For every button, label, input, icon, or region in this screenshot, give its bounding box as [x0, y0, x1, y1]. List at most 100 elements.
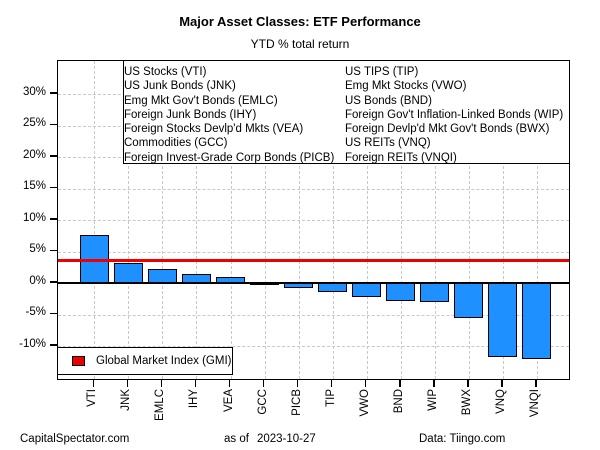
- bar-bnd: [386, 283, 416, 302]
- x-gridline: [468, 61, 470, 379]
- legend-item: Foreign Devlp'd Mkt Gov't Bonds (BWX): [345, 123, 550, 136]
- x-axis-tick-label: VWO: [358, 389, 371, 417]
- legend-item: Foreign Junk Bonds (IHY): [124, 108, 257, 121]
- footer-source-site: CapitalSpectator.com: [20, 433, 130, 445]
- y-gridline: [58, 220, 569, 221]
- legend-item: Foreign Gov't Inflation-Linked Bonds (WI…: [345, 108, 564, 121]
- chart-title: Major Asset Classes: ETF Performance: [179, 14, 421, 29]
- legend-item: Emg Mkt Stocks (VWO): [345, 80, 467, 93]
- x-axis-tick: [330, 380, 333, 387]
- x-axis-tick: [160, 380, 163, 387]
- x-gridline: [94, 61, 96, 379]
- x-axis-tick-label: WIP: [426, 389, 439, 411]
- x-gridline: [196, 61, 198, 379]
- x-axis-tick-label: BND: [392, 389, 405, 414]
- y-axis-tick: [50, 281, 57, 283]
- x-gridline: [434, 61, 436, 379]
- bar-vti: [79, 235, 109, 283]
- gmi-red-swatch-icon: [72, 356, 85, 366]
- x-axis-tick: [535, 380, 537, 387]
- x-gridline: [332, 61, 334, 379]
- y-axis-tick: [50, 249, 57, 252]
- y-axis-tick: [50, 123, 57, 126]
- gmi-legend-label: Global Market Index (GMI): [96, 355, 232, 367]
- x-axis-tick: [228, 380, 231, 387]
- x-gridline: [162, 61, 164, 379]
- y-axis-tick-label: -5%: [25, 306, 46, 318]
- y-axis-tick: [50, 155, 57, 157]
- legend-item: US TIPS (TIP): [345, 66, 419, 78]
- y-axis-tick-label: 5%: [29, 243, 46, 255]
- y-axis-tick-label: 20%: [22, 148, 46, 161]
- x-axis-tick-label: IHY: [188, 389, 201, 409]
- chart-subtitle: YTD % total return: [250, 37, 350, 51]
- bar-bwx: [454, 283, 484, 319]
- legend-item: US Junk Bonds (JNK): [124, 80, 236, 93]
- bar-jnk: [113, 262, 143, 283]
- legend-item: Foreign Invest-Grade Corp Bonds (PICB): [124, 151, 335, 164]
- y-gridline: [58, 314, 569, 316]
- bar-tip: [318, 283, 348, 293]
- x-axis-tick: [194, 380, 197, 387]
- zero-axis-line: [58, 282, 569, 284]
- gmi-legend-box: Global Market Index (GMI): [57, 347, 233, 375]
- legend-item: Foreign Stocks Devlp'd Mkts (VEA): [124, 123, 304, 136]
- y-axis-tick: [50, 344, 57, 346]
- legend-item: US REITs (VNQ): [345, 137, 431, 150]
- x-axis-tick: [467, 380, 469, 387]
- x-gridline: [502, 61, 504, 379]
- legend-item: Commodities (GCC): [124, 137, 228, 150]
- y-gridline: [58, 251, 569, 253]
- etf-ticker-legend-box: US Stocks (VTI) US Junk Bonds (JNK) Emg …: [123, 60, 570, 164]
- x-axis-tick-label: VNQ: [494, 389, 507, 414]
- x-gridline: [298, 61, 300, 379]
- y-gridline: [58, 188, 569, 190]
- bar-wip: [420, 283, 450, 302]
- bar-vnqi: [522, 283, 552, 359]
- y-axis-tick-label: -10%: [19, 337, 46, 350]
- bar-vwo: [352, 283, 382, 298]
- legend-item: US Stocks (VTI): [124, 66, 207, 78]
- legend-item: Emg Mkt Gov't Bonds (EMLC): [124, 94, 278, 107]
- footer-as-of-date: 2023-10-27: [256, 433, 316, 445]
- y-axis-tick-label: 0%: [29, 274, 46, 287]
- y-axis-tick: [50, 218, 57, 220]
- x-axis-tick: [433, 380, 435, 387]
- y-gridline: [58, 346, 569, 347]
- x-gridline: [230, 61, 232, 379]
- x-axis-tick-label: VTI: [86, 389, 99, 407]
- x-gridline: [400, 61, 402, 379]
- x-gridline: [366, 61, 368, 379]
- bar-vnq: [488, 283, 518, 358]
- x-axis-tick: [262, 380, 265, 387]
- y-axis-tick-label: 15%: [22, 180, 46, 192]
- etf-legend-left-column: US Stocks (VTI) US Junk Bonds (JNK) Emg …: [124, 61, 345, 164]
- x-axis-tick-label: TIP: [324, 389, 337, 407]
- x-axis-tick: [92, 380, 95, 387]
- x-axis-tick: [501, 380, 503, 387]
- legend-item: Foreign REITs (VNQI): [345, 151, 457, 164]
- x-axis-tick-label: JNK: [120, 389, 133, 411]
- x-axis-tick: [126, 380, 129, 387]
- y-axis-tick: [50, 186, 57, 189]
- y-axis-tick-label: 30%: [22, 85, 46, 98]
- x-axis-tick-label: BWX: [460, 389, 473, 416]
- y-axis-tick: [50, 92, 57, 94]
- x-axis-tick-label: PICB: [290, 389, 303, 416]
- y-axis-tick: [50, 312, 57, 315]
- bar-emlc: [147, 269, 177, 283]
- y-axis-tick-label: 10%: [22, 211, 46, 224]
- legend-item: US Bonds (BND): [345, 94, 432, 107]
- x-axis-tick: [364, 380, 367, 387]
- footer-data-source: Data: Tiingo.com: [419, 433, 506, 445]
- footer-as-of: as of 2023-10-27: [224, 433, 316, 445]
- y-axis-tick-label: 25%: [22, 117, 46, 129]
- etf-legend-right-column: US TIPS (TIP) Emg Mkt Stocks (VWO) US Bo…: [345, 61, 569, 164]
- gmi-reference-line: [58, 259, 569, 263]
- x-gridline: [264, 61, 266, 379]
- x-axis-tick: [399, 380, 401, 387]
- x-axis-tick: [296, 380, 299, 387]
- x-gridline: [128, 61, 130, 379]
- x-axis-tick-label: GCC: [256, 389, 269, 415]
